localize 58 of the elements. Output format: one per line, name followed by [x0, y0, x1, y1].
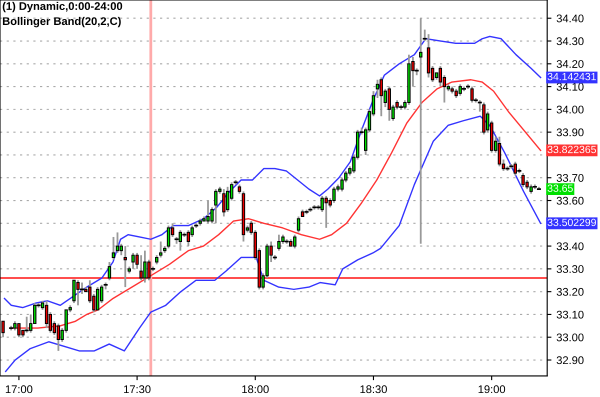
candlestick: [498, 136, 502, 168]
y-tick-label: 33.60: [556, 196, 584, 205]
candlestick: [293, 234, 296, 250]
candlestick: [56, 322, 60, 352]
x-tick-label: 17:30: [124, 385, 151, 394]
candlestick: [72, 279, 76, 304]
x-tick-label: 17:00: [6, 385, 32, 394]
line-series: [4, 36, 542, 308]
y-tick-label: 34.10: [556, 82, 584, 91]
candlestick: [76, 279, 80, 306]
candlestick: [108, 261, 112, 282]
candlestick: [124, 245, 127, 288]
y-tick-label: 33.20: [556, 288, 584, 296]
candlestick: [139, 254, 143, 282]
chart-title: (1) Dynamic,0:00-24:00: [2, 2, 122, 12]
candlestick: [388, 86, 391, 122]
candlestick: [380, 76, 383, 118]
candlestick: [529, 184, 533, 195]
candlestick: [332, 186, 336, 204]
y-tick-label: 33.70: [556, 174, 584, 182]
y-tick-label: 34.00: [556, 106, 584, 114]
candlestick: [222, 188, 226, 218]
candlestick: [13, 320, 17, 332]
candlestick: [96, 286, 100, 311]
candlestick: [112, 236, 116, 261]
candlestick: [166, 224, 170, 250]
candlestick: [206, 200, 210, 224]
candlestick: [44, 300, 48, 330]
candlestick: [214, 188, 218, 224]
y-tick-label: 33.00: [556, 333, 584, 342]
y-tick-label: 34.40: [556, 14, 584, 22]
candlestick: [186, 229, 190, 247]
y-tick-label: 33.30: [556, 265, 584, 274]
text: Bollinger Band(20,2,C): [2, 16, 121, 28]
candlestick: [131, 252, 135, 270]
candlestick: [458, 83, 462, 97]
y-tick-label: 33.40: [556, 242, 584, 250]
text: 33.822365: [548, 146, 596, 154]
x-tick-label: 19:00: [478, 385, 506, 394]
x-tick-label: 18:30: [360, 385, 387, 394]
y-tick-label: 33.90: [556, 128, 584, 136]
candlestick: [143, 250, 147, 284]
candlestick: [17, 322, 21, 338]
text: 34.142431: [548, 72, 596, 80]
text: 33.502299: [548, 218, 596, 226]
y-tick-label: 32.90: [556, 356, 584, 364]
y-tick-label: 34.30: [556, 37, 584, 46]
candlestick: [454, 88, 458, 99]
candlestick: [147, 258, 151, 282]
candlestick: [226, 186, 230, 213]
candlestick: [324, 195, 328, 229]
candlestick: [277, 234, 281, 252]
text: 33.65: [548, 184, 573, 192]
y-tick-label: 34.20: [556, 60, 584, 68]
x-tick-label: 18:00: [242, 385, 269, 394]
candlestick: [521, 172, 525, 188]
y-tick-label: 33.10: [556, 310, 584, 319]
candlestick: [178, 229, 182, 252]
